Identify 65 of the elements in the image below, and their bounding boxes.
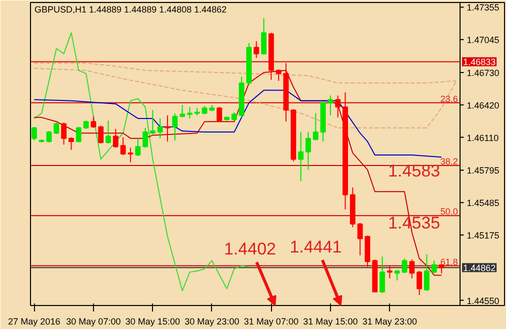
candlestick (76, 126, 82, 144)
candlestick (312, 112, 318, 141)
candlestick (46, 130, 52, 144)
candlestick (409, 259, 415, 279)
candlestick (150, 110, 156, 135)
candlestick (157, 118, 163, 139)
candlestick (120, 136, 126, 156)
candlestick (261, 18, 267, 56)
candlestick (187, 106, 192, 119)
candlestick (135, 138, 141, 157)
candlestick (31, 126, 37, 141)
annotation: 1.4402 (224, 240, 276, 259)
annotation: 50.0 (440, 206, 458, 217)
y-tick-label: 1.45485 (466, 198, 500, 208)
y-tick-label: 1.45175 (466, 230, 500, 240)
candlestick (335, 94, 341, 118)
candlestick (98, 125, 104, 144)
annotation: 61.8 (440, 256, 458, 267)
y-tick-label: 1.44550 (466, 296, 500, 306)
annotation: 23.6 (440, 94, 458, 104)
candlestick (61, 122, 67, 146)
annotation: 1.4583 (388, 161, 440, 180)
chart-title: GBPUSD,H1 1.44889 1.44889 1.44808 1.44862 (34, 4, 227, 14)
candlestick (386, 265, 392, 279)
candlestick (180, 104, 186, 118)
ref-line-label: 1.46833 (463, 57, 496, 68)
candlestick (112, 128, 118, 148)
candlestick (431, 260, 437, 274)
y-tick-label: 1.47045 (466, 35, 500, 46)
candlestick (394, 269, 400, 281)
candlestick (416, 270, 422, 296)
candlestick (164, 114, 170, 142)
x-tick-label: 31 May 15:00 (303, 316, 358, 326)
x-tick-label: 30 May 23:00 (184, 316, 240, 326)
candlestick (402, 258, 408, 274)
y-tick-label: 1.45795 (466, 166, 500, 176)
candlestick (172, 112, 178, 141)
annotation: 1.4441 (290, 237, 342, 256)
x-tick-label: 27 May 2016 (8, 316, 60, 326)
y-tick-label: 1.46730 (466, 68, 500, 78)
y-tick-label: 1.46110 (466, 132, 499, 143)
candlestick (54, 122, 60, 135)
line-series (34, 90, 442, 158)
y-tick-label: 1.46420 (466, 100, 500, 110)
candlestick (357, 222, 363, 256)
candlestick (306, 132, 311, 170)
x-tick-label: 31 May 23:00 (362, 316, 417, 326)
annotation: 38.2 (440, 156, 458, 166)
candlestick (298, 132, 304, 182)
y-tick-label: 1.47355 (466, 2, 500, 13)
candlestick (142, 127, 148, 148)
candlestick (254, 40, 260, 58)
candlestick (90, 116, 96, 128)
x-tick-label: 31 May 07:00 (244, 316, 298, 326)
candlestick (68, 136, 74, 150)
candlestick (380, 256, 386, 294)
candlestick (328, 94, 334, 116)
candlestick (216, 106, 222, 122)
candlestick (424, 254, 430, 292)
candlestick (106, 120, 111, 144)
candlestick (276, 68, 282, 82)
x-tick-label: 30 May 15:00 (125, 316, 180, 326)
candlestick (128, 147, 134, 163)
x-tick-label: 30 May 07:00 (66, 316, 121, 326)
ref-line-label: 1.44862 (463, 263, 496, 274)
